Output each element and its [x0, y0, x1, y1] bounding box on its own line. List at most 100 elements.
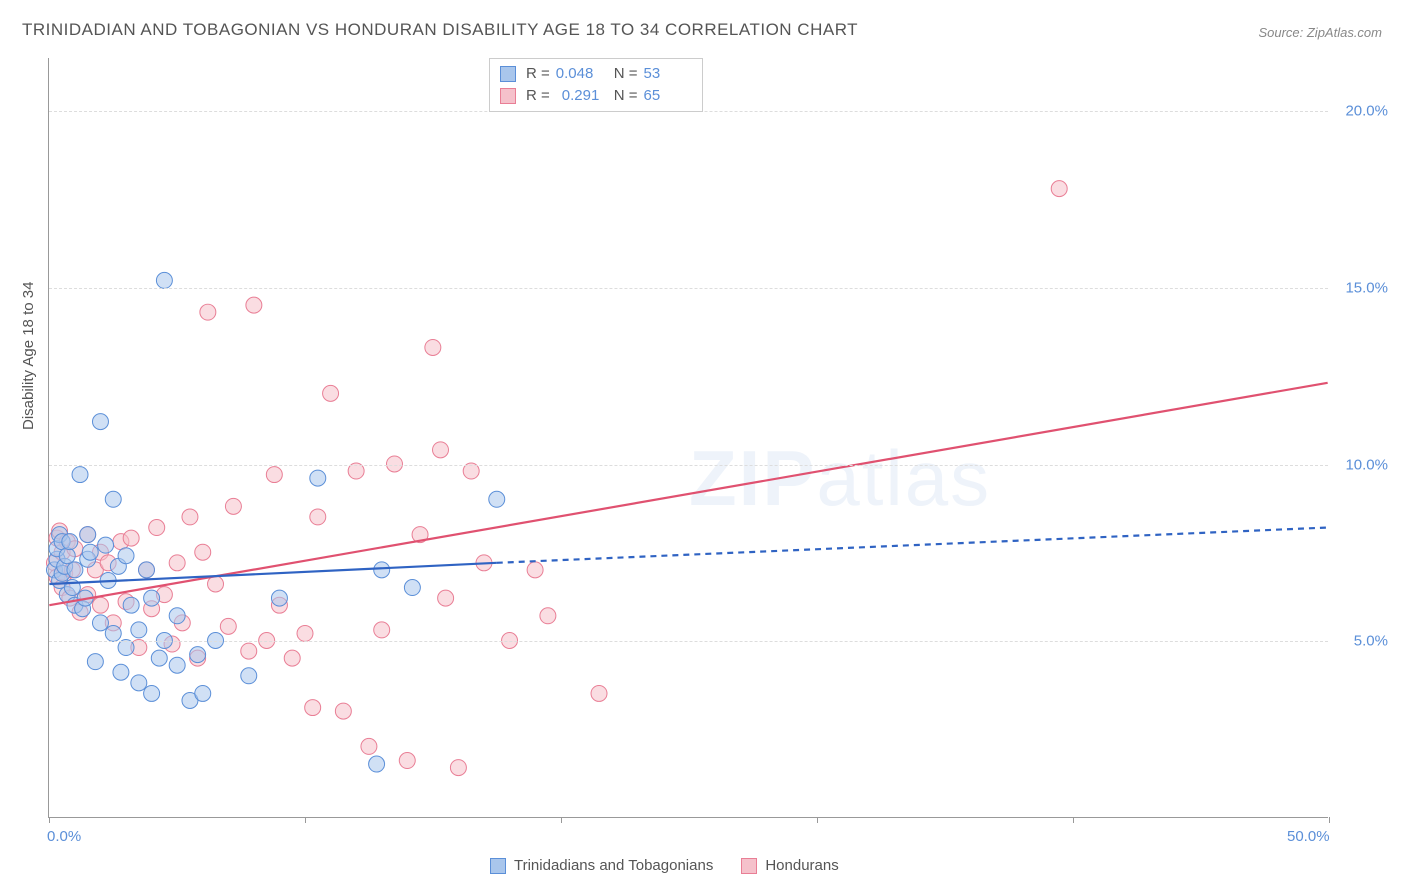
data-point [266, 467, 282, 483]
data-point [241, 643, 257, 659]
data-point [105, 491, 121, 507]
data-point [59, 548, 75, 564]
data-point [399, 753, 415, 769]
bottom-legend: Trinidadians and Tobagonians Hondurans [490, 857, 839, 874]
data-point [438, 590, 454, 606]
stats-legend-box: R = 0.048 N = 53 R = 0.291 N = 65 [489, 58, 703, 112]
swatch-series2-icon [500, 88, 516, 104]
data-point [374, 562, 390, 578]
swatch-series1-icon [500, 66, 516, 82]
data-point [450, 760, 466, 776]
data-point [335, 703, 351, 719]
xtick-mark [49, 817, 50, 823]
gridline [49, 288, 1328, 289]
xtick-mark [817, 817, 818, 823]
data-point [72, 467, 88, 483]
ytick-label: 20.0% [1345, 103, 1388, 120]
data-point [208, 576, 224, 592]
data-point [195, 685, 211, 701]
data-point [1051, 181, 1067, 197]
xtick-label: 0.0% [47, 828, 81, 845]
data-point [131, 675, 147, 691]
data-point [123, 530, 139, 546]
n-value-1: 53 [644, 63, 692, 85]
data-point [62, 534, 78, 550]
xtick-mark [305, 817, 306, 823]
trend-line [497, 528, 1328, 563]
data-point [195, 544, 211, 560]
legend-label-2: Hondurans [765, 857, 838, 874]
legend-swatch1-icon [490, 858, 506, 874]
data-point [489, 491, 505, 507]
n-value-2: 65 [644, 85, 692, 107]
data-point [433, 442, 449, 458]
data-point [118, 548, 134, 564]
scatter-plot-svg [49, 58, 1328, 817]
ytick-label: 10.0% [1345, 456, 1388, 473]
data-point [123, 597, 139, 613]
data-point [169, 555, 185, 571]
data-point [131, 622, 147, 638]
gridline [49, 641, 1328, 642]
data-point [113, 664, 129, 680]
data-point [169, 657, 185, 673]
chart-title: TRINIDADIAN AND TOBAGONIAN VS HONDURAN D… [22, 20, 858, 40]
chart-plot-area: ZIPatlas R = 0.048 N = 53 R = 0.291 N = … [48, 58, 1328, 818]
data-point [425, 339, 441, 355]
data-point [139, 562, 155, 578]
r-value-2: 0.291 [556, 85, 604, 107]
source-name: ZipAtlas.com [1307, 25, 1382, 40]
source-attribution: Source: ZipAtlas.com [1258, 25, 1382, 40]
data-point [87, 654, 103, 670]
data-point [297, 625, 313, 641]
data-point [369, 756, 385, 772]
data-point [241, 668, 257, 684]
data-point [271, 590, 287, 606]
data-point [92, 615, 108, 631]
xtick-mark [1329, 817, 1330, 823]
data-point [182, 509, 198, 525]
xtick-mark [1073, 817, 1074, 823]
data-point [92, 414, 108, 430]
r-label-1: R = [526, 63, 550, 85]
stats-row-series2: R = 0.291 N = 65 [500, 85, 692, 107]
trend-line [49, 383, 1327, 605]
data-point [169, 608, 185, 624]
data-point [144, 685, 160, 701]
legend-item-series1: Trinidadians and Tobagonians [490, 857, 713, 874]
source-prefix: Source: [1258, 25, 1306, 40]
data-point [151, 650, 167, 666]
r-value-1: 0.048 [556, 63, 604, 85]
y-axis-label: Disability Age 18 to 34 [20, 282, 37, 430]
data-point [67, 562, 83, 578]
legend-swatch2-icon [741, 858, 757, 874]
data-point [540, 608, 556, 624]
data-point [144, 590, 160, 606]
data-point [404, 580, 420, 596]
data-point [323, 385, 339, 401]
ytick-label: 5.0% [1354, 633, 1388, 650]
data-point [246, 297, 262, 313]
data-point [220, 618, 236, 634]
data-point [80, 527, 96, 543]
stats-row-series1: R = 0.048 N = 53 [500, 63, 692, 85]
data-point [527, 562, 543, 578]
data-point [190, 647, 206, 663]
xtick-mark [561, 817, 562, 823]
data-point [284, 650, 300, 666]
data-point [225, 498, 241, 514]
data-point [200, 304, 216, 320]
data-point [591, 685, 607, 701]
data-point [92, 597, 108, 613]
ytick-label: 15.0% [1345, 279, 1388, 296]
n-label-2: N = [614, 85, 638, 107]
data-point [310, 509, 326, 525]
data-point [156, 272, 172, 288]
legend-label-1: Trinidadians and Tobagonians [514, 857, 713, 874]
n-label-1: N = [614, 63, 638, 85]
data-point [305, 700, 321, 716]
data-point [361, 738, 377, 754]
data-point [105, 625, 121, 641]
data-point [374, 622, 390, 638]
r-label-2: R = [526, 85, 550, 107]
